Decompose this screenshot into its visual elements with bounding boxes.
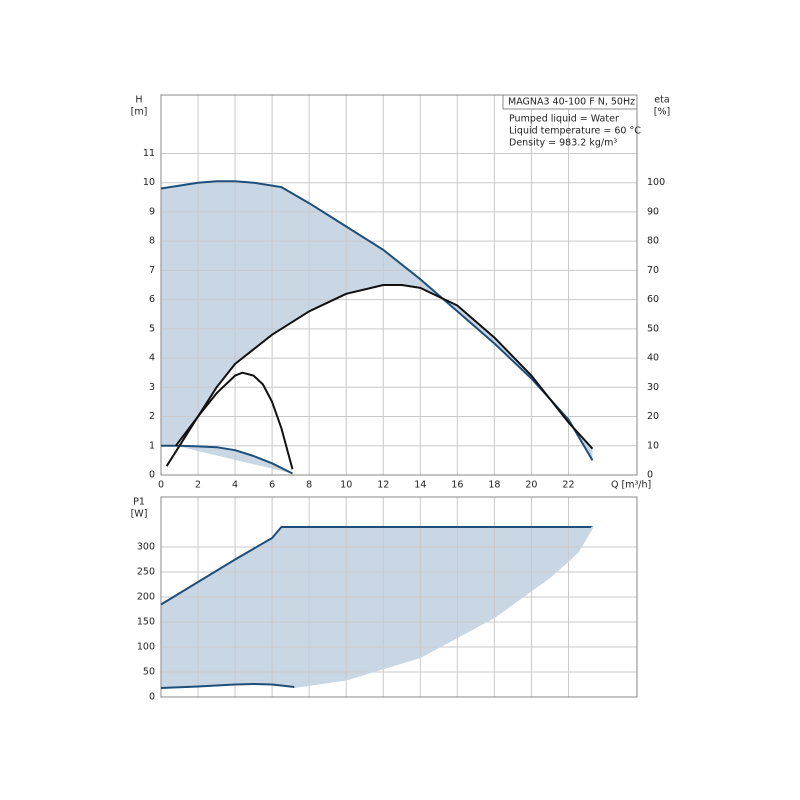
chart-title: MAGNA3 40-100 F N, 50Hz	[508, 97, 635, 108]
curve	[161, 444, 293, 475]
y-axis-label: H	[135, 95, 142, 106]
y2-tick-label: 90	[647, 206, 659, 217]
operating-area	[161, 527, 593, 688]
x-tick-label: 6	[269, 480, 275, 491]
x-tick-label: 10	[340, 480, 352, 491]
y2-tick-label: 0	[647, 470, 653, 481]
y2-tick-label: 100	[647, 177, 665, 188]
x-tick-label: 0	[158, 480, 164, 491]
y-tick-label: 0	[149, 692, 155, 703]
y-tick-label: 6	[149, 294, 155, 305]
y-tick-label: 2	[149, 411, 155, 422]
x-axis-label: Q [m³/h]	[611, 480, 651, 491]
y2-tick-label: 20	[647, 411, 659, 422]
y-tick-label: 300	[137, 542, 155, 553]
y-axis-label: P1	[133, 497, 145, 508]
curve	[175, 284, 594, 450]
x-tick-label: 22	[562, 480, 574, 491]
x-tick-label: 12	[377, 480, 389, 491]
y-tick-label: 100	[137, 642, 155, 653]
y2-tick-label: 40	[647, 353, 659, 364]
x-tick-label: 14	[414, 480, 426, 491]
y-axis-label: [m]	[131, 107, 148, 118]
x-tick-label: 4	[232, 480, 238, 491]
curve	[160, 683, 295, 689]
y2-axis-label: eta	[654, 95, 669, 106]
y-tick-label: 7	[149, 265, 155, 276]
title-box	[502, 94, 638, 110]
y-tick-label: 1	[149, 440, 155, 451]
x-tick-label: 8	[306, 480, 312, 491]
x-tick-label: 20	[525, 480, 537, 491]
annotation: Density = 983.2 kg/m³	[509, 138, 617, 149]
x-tick-label: 2	[195, 480, 201, 491]
y-tick-label: 10	[143, 177, 155, 188]
y-tick-label: 50	[143, 667, 155, 678]
y-tick-label: 11	[143, 148, 155, 159]
y2-tick-label: 60	[647, 294, 659, 305]
plot-frame	[160, 94, 638, 476]
y2-axis-label: [%]	[654, 107, 670, 118]
y-tick-label: 0	[149, 470, 155, 481]
curve	[165, 371, 294, 470]
y-axis-label: [W]	[131, 509, 148, 520]
y-tick-label: 200	[137, 592, 155, 603]
y-tick-label: 150	[137, 617, 155, 628]
y-tick-label: 3	[149, 382, 155, 393]
x-tick-label: 18	[488, 480, 500, 491]
curve	[294, 526, 594, 688]
y2-tick-label: 50	[647, 323, 659, 334]
operating-area	[161, 181, 593, 474]
annotation: Pumped liquid = Water	[509, 114, 619, 125]
y-tick-label: 9	[149, 206, 155, 217]
y-tick-label: 250	[137, 567, 155, 578]
y2-tick-label: 30	[647, 382, 659, 393]
y-tick-label: 8	[149, 236, 155, 247]
y2-tick-label: 10	[647, 440, 659, 451]
y2-tick-label: 70	[647, 265, 659, 276]
plot-frame	[160, 496, 638, 698]
annotation: Liquid temperature = 60 °C	[509, 126, 641, 137]
x-tick-label: 16	[451, 480, 463, 491]
y2-tick-label: 80	[647, 236, 659, 247]
curve	[160, 180, 594, 461]
curve	[160, 526, 593, 606]
y-tick-label: 5	[149, 323, 155, 334]
y-tick-label: 4	[149, 353, 155, 364]
